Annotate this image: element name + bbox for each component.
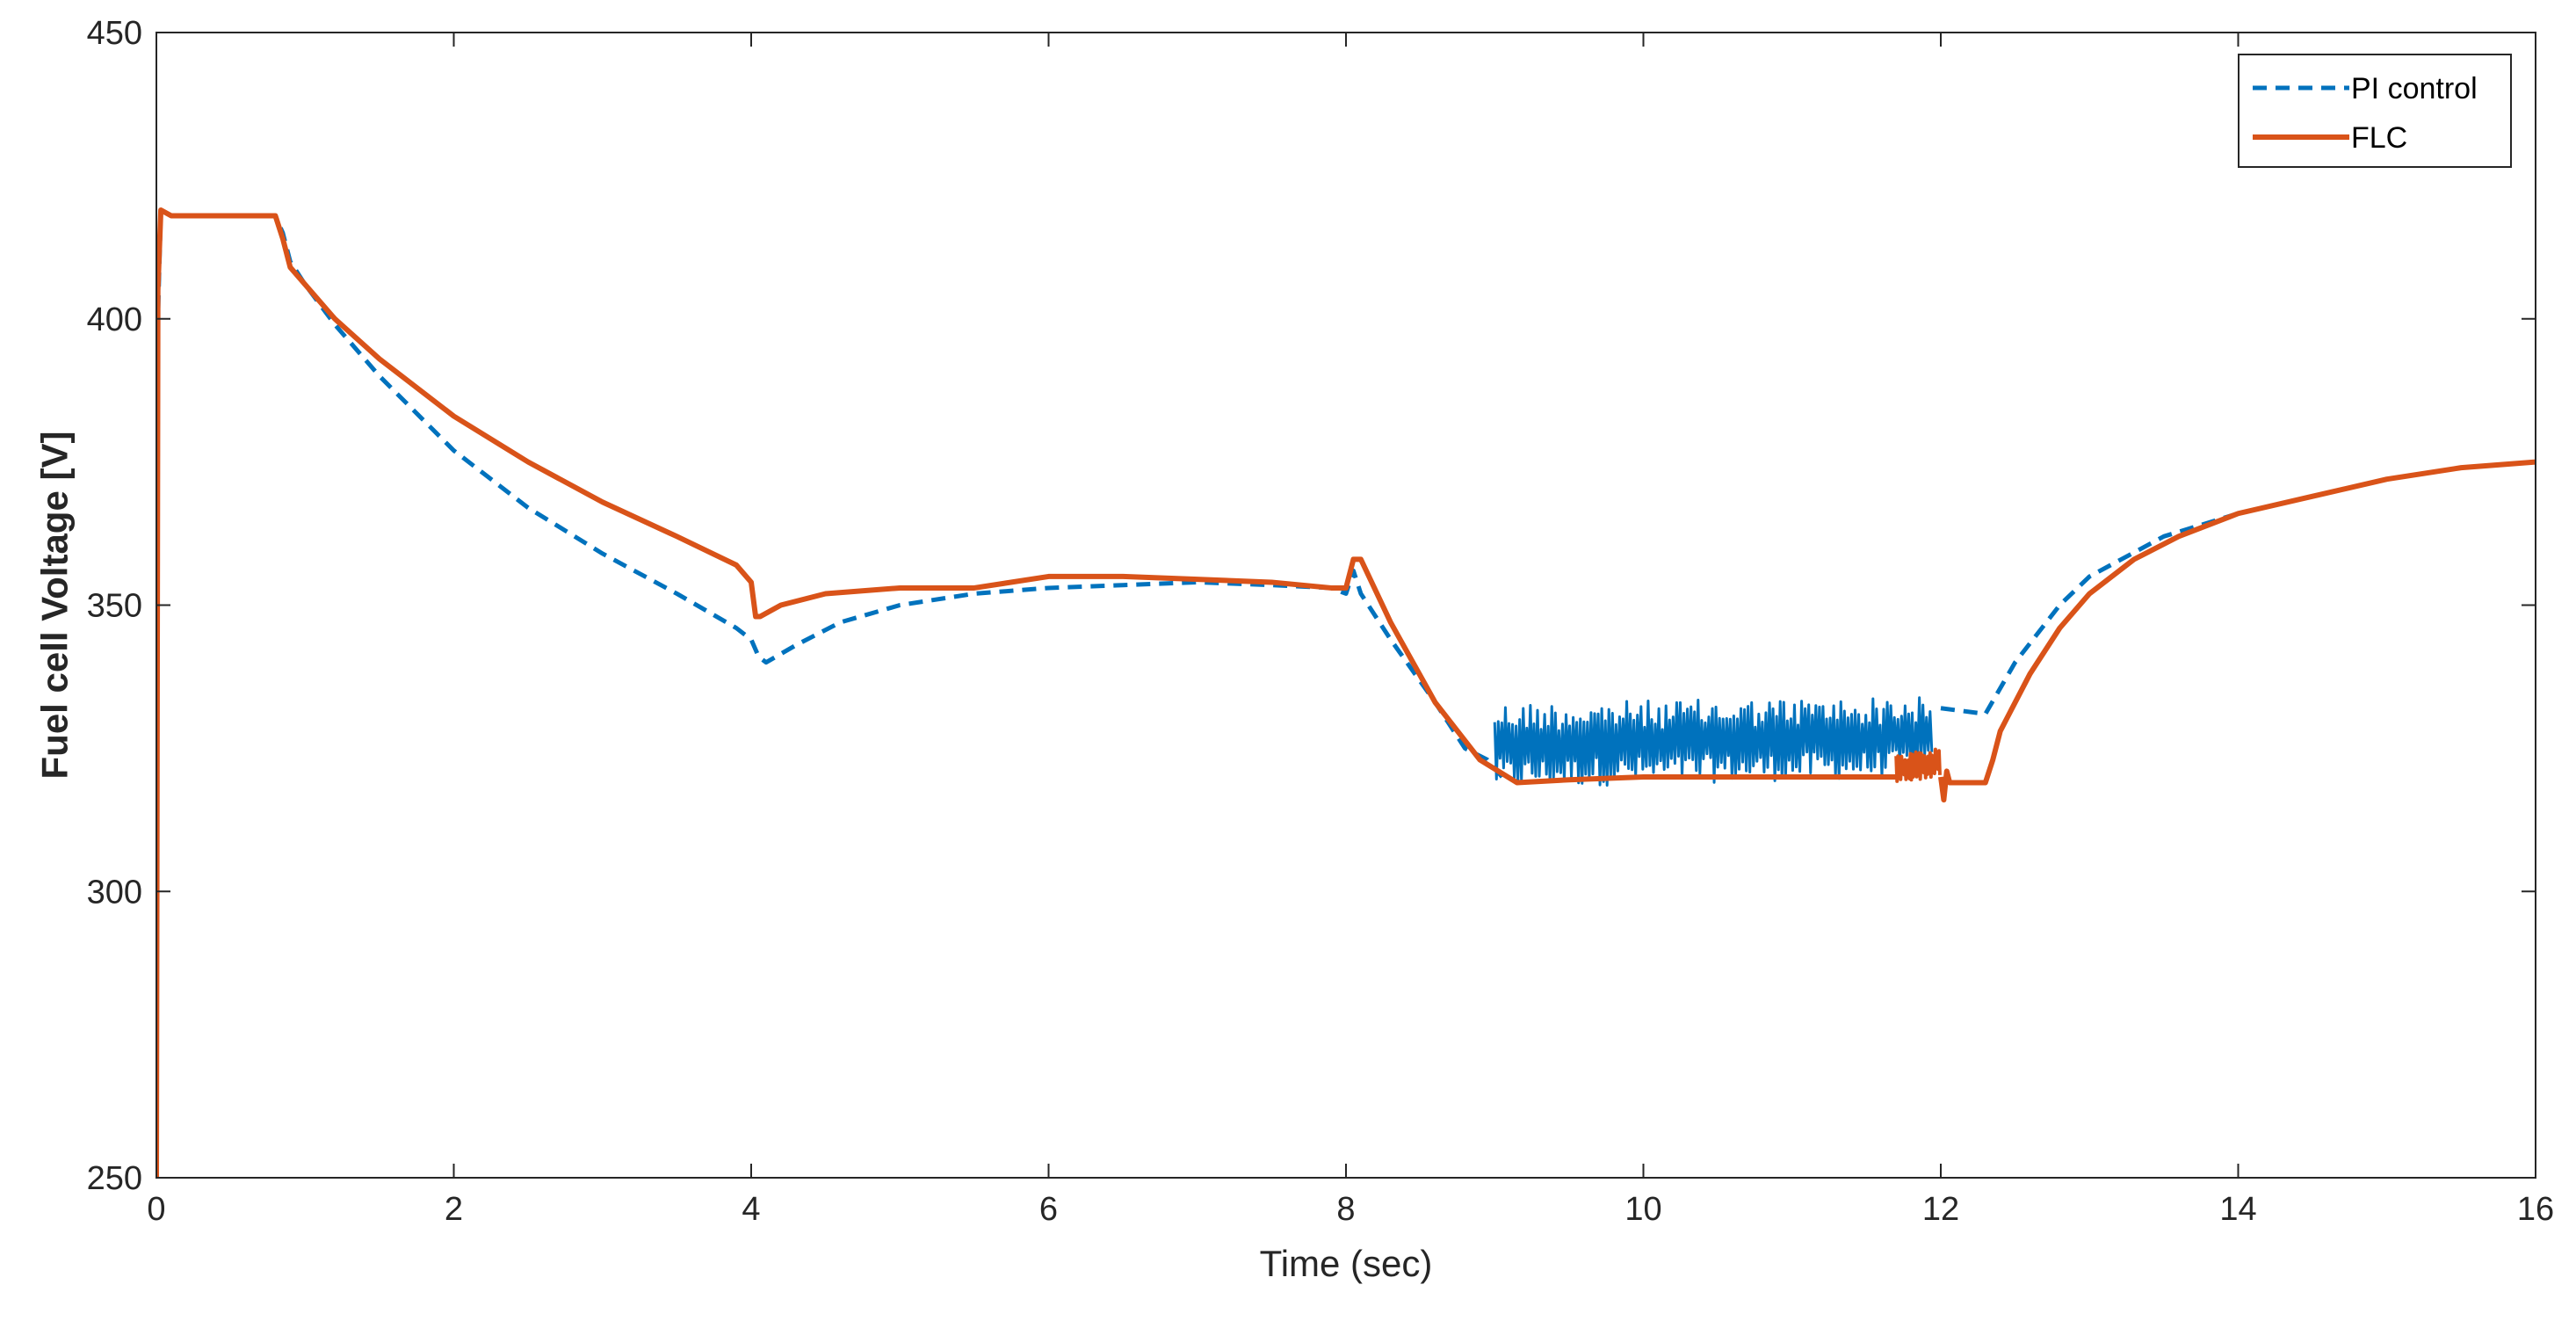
series-line-flc xyxy=(156,207,1897,1178)
plot-frame xyxy=(156,32,2536,1179)
x-tick-label: 4 xyxy=(742,1191,760,1228)
x-axis-title: Time (sec) xyxy=(1260,1243,1433,1284)
series-oscillation-pi-control xyxy=(1493,696,1934,787)
y-tick-label: 300 xyxy=(87,874,142,911)
x-tick-label: 0 xyxy=(147,1191,165,1228)
legend-box xyxy=(2238,54,2512,168)
x-tick-label: 12 xyxy=(1922,1191,1959,1228)
x-tick-label: 8 xyxy=(1336,1191,1355,1228)
series-line-tail-flc xyxy=(1938,459,2536,803)
series-layer xyxy=(156,207,2536,1178)
y-tick-label: 450 xyxy=(87,15,142,52)
x-tick-label: 16 xyxy=(2517,1191,2554,1228)
x-tick-label: 2 xyxy=(445,1191,463,1228)
y-tick-label: 250 xyxy=(87,1160,142,1197)
legend-label-pi-control: PI control xyxy=(2351,72,2478,105)
axis-ticks: 0 2 4 6 8 10 12 14 16 250 300 350 400 450 xyxy=(87,15,2555,1228)
x-tick-label: 10 xyxy=(1624,1191,1661,1228)
legend: PI control FLC xyxy=(2238,54,2512,168)
series-oscillation-flc xyxy=(1894,747,1942,783)
x-tick-label: 14 xyxy=(2219,1191,2256,1228)
series-line-pi-control xyxy=(156,207,1504,1178)
legend-label-flc: FLC xyxy=(2351,121,2407,155)
x-tick-label: 6 xyxy=(1039,1191,1058,1228)
y-tick-label: 400 xyxy=(87,301,142,338)
y-tick-label: 350 xyxy=(87,588,142,625)
y-axis-title: Fuel cell Voltage [V] xyxy=(34,432,76,780)
